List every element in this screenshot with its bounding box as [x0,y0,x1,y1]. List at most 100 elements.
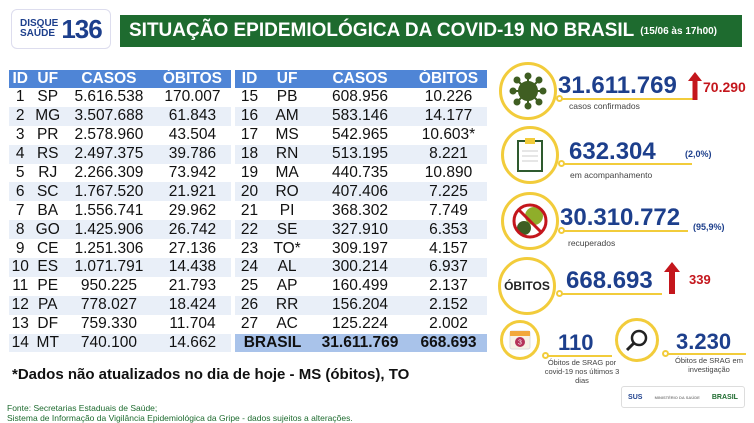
table-cell: 17 [240,126,259,144]
table-cell: SP [37,88,59,106]
table-cell: 15 [240,88,259,106]
recovered-pct: (95,9%) [693,222,725,232]
title-text: SITUAÇÃO EPIDEMIOLÓGICA DA COVID-19 NO B… [129,20,635,41]
table-row: 22 SE 327.910 6.353 [235,220,487,240]
table-row: 3 PR 2.578.960 43.504 [9,126,231,145]
table-cell: 583.146 [310,106,410,126]
table-cell: 2.137 [429,277,468,295]
table-row: 1 SP 5.616.538 170.007 [9,88,231,107]
table-cell: RR [264,295,311,315]
table-cell: 125.224 [332,315,389,333]
table-cell: 11.704 [169,315,216,333]
table-cell: 2 [9,106,32,126]
table-cell: 368.302 [332,201,389,219]
divider [668,353,746,355]
arrow-up-icon [664,262,680,294]
divider [562,293,662,295]
table-cell: 18.424 [153,295,231,315]
table-cell: 39.786 [153,144,231,164]
monitoring-label: em acompanhamento [570,170,653,180]
table-cell: 542.965 [332,126,389,144]
table-cell: PB [276,88,298,106]
calendar-day: 3 [518,340,522,347]
table-cell: 1.767.520 [64,182,154,202]
monitoring-pct: (2,0%) [685,149,712,159]
table-cell: 43.504 [168,126,217,144]
table-cell: 4 [9,144,32,164]
table-cell: 7 [15,201,25,219]
table-cell: PA [31,295,64,315]
table-cell: 160.499 [332,277,389,295]
table-cell: 1.425.906 [64,220,154,240]
table-row: 10 ES 1.071.791 14.438 [9,258,231,277]
table-cell: 27.136 [168,239,217,257]
table-cell: MS [275,126,299,144]
table-cell: AC [276,315,298,333]
table-cell: 14.177 [409,106,487,126]
virus-icon [499,62,557,120]
no-virus-icon [501,192,559,250]
table-cell: 1.556.741 [74,201,144,219]
table-cell: RN [264,144,311,164]
table-cell: 3.507.688 [64,106,154,126]
total-obitos: 668.693 [409,333,487,353]
table-cell: 156.204 [310,295,410,315]
table-row: 9 CE 1.251.306 27.136 [9,239,231,258]
table-cell: 2.002 [429,315,468,333]
table-cell: 440.735 [332,164,389,181]
table-cell: 327.910 [310,220,410,240]
table-cell: 5.616.538 [74,88,144,106]
monitoring-value: 632.304 [569,138,656,165]
table-cell: 4.157 [429,239,468,257]
table-cell: PI [279,201,295,219]
column-header: CASOS [64,70,154,88]
table-cell: MT [31,333,64,353]
table-row: 23 TO* 309.197 4.157 [235,239,487,258]
table-cell: SC [31,182,64,202]
table-cell: 2.578.960 [74,126,144,144]
divider [564,163,692,165]
table-cell: 21.793 [168,277,217,295]
table-cell: 2.266.309 [74,164,144,181]
table-cell: 1 [15,88,25,106]
table-row: 15 PB 608.956 10.226 [235,88,487,107]
table-cell: 14.438 [153,258,231,277]
table-cell: 12 [9,295,32,315]
table-cell: 21 [240,201,259,219]
table-cell: 14 [9,333,32,353]
source-line1: Fonte: Secretarias Estaduais de Saúde; [7,403,158,413]
source-line2: Sistema de Informação da Vigilância Epid… [7,413,353,423]
logo-line2: SAÚDE [20,28,56,39]
table-cell: 27 [240,315,259,333]
table-cell: MA [275,164,299,181]
states-table-left: ID UF CASOS ÓBITOS 1 SP 5.616.538 170.007 2 MG 3.5… [9,70,231,353]
table-cell: 2.497.375 [64,144,154,164]
sus-logo: SUS [628,393,643,401]
brasil-logo: BRASIL [711,393,738,401]
logo-number: 136 [61,13,102,44]
table-cell: SE [264,220,311,240]
srag3-value: 110 [558,330,594,355]
logo-line1: DISQUE [20,18,59,29]
table-cell: 24 [235,258,265,277]
states-table-right: ID UF CASOS ÓBITOS 15 PB 608.956 10.226 16 AM 583.… [235,70,487,353]
table-cell: 309.197 [332,239,389,257]
srag-inv-value: 3.230 [676,329,732,354]
deaths-increase: 339 [689,272,711,287]
table-cell: 8 [9,220,32,240]
table-row: 21 PI 368.302 7.749 [235,201,487,220]
table-cell: 6.937 [409,258,487,277]
confirmed-increase: 70.290 [703,79,746,95]
column-header: UF [264,70,311,88]
recovered-label: recuperados [568,238,616,248]
column-header: CASOS [310,70,410,88]
table-cell: 407.406 [310,182,410,202]
page-title: SITUAÇÃO EPIDEMIOLÓGICA DA COVID-19 NO B… [120,15,742,47]
table-cell: 1.071.791 [64,258,154,277]
divider [562,98,694,100]
table-cell: 29.962 [168,201,217,219]
table-cell: AP [276,277,298,295]
table-cell: RJ [38,164,58,181]
table-cell: 608.956 [332,88,389,106]
table-cell: 20 [235,182,265,202]
